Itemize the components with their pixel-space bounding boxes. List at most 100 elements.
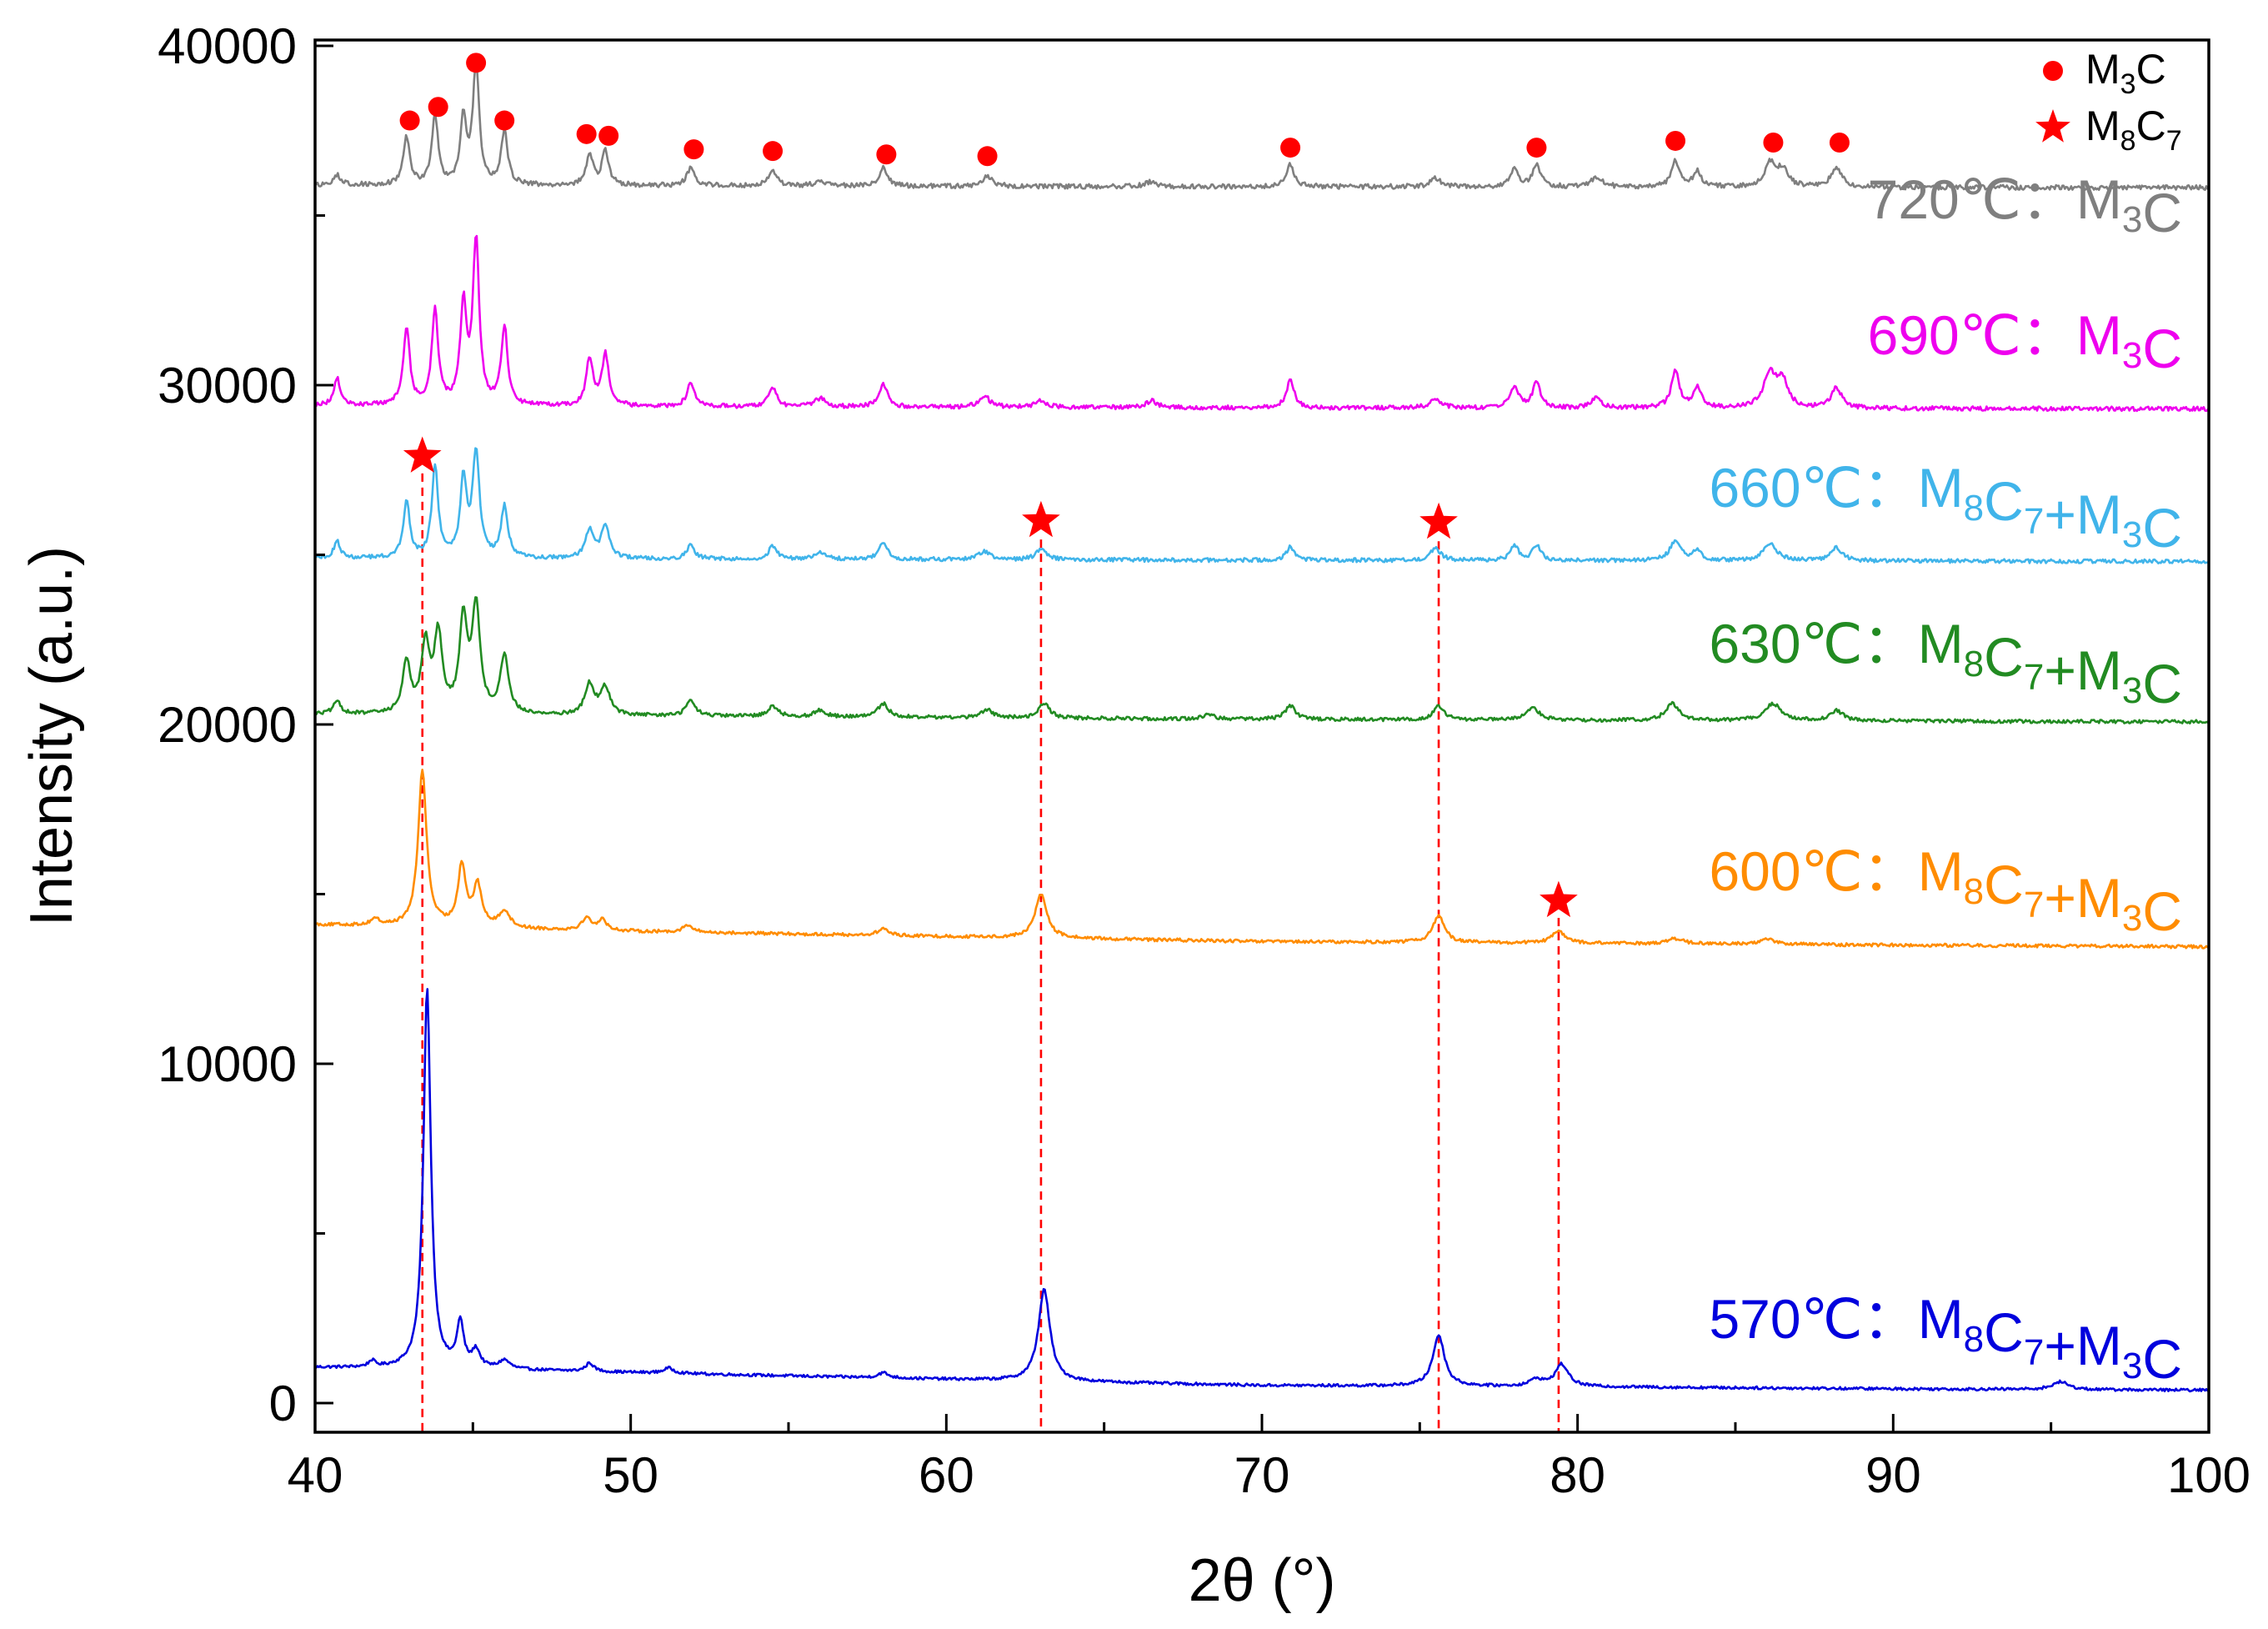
series-label-660℃: 660℃：M8C7+M3C [1709,457,2182,559]
m8c7-star-marker [1419,502,1458,539]
series-line-720℃ [313,62,2210,191]
series-label-600℃: 600℃：M8C7+M3C [1709,840,2182,942]
axes: 40 50 60 70 80 90 100 0 10000 20000 30000 40000 [158,18,2250,1503]
subscript: 7 [2024,657,2044,698]
legend-label-sub2: 7 [2166,125,2182,157]
subscript: 3 [2122,670,2142,711]
label-text: C [2142,653,2182,714]
m8c7-star-marker [1540,880,1578,918]
m3c-circle-marker [1665,130,1686,151]
series-label-temp: 720℃： [1868,168,2076,230]
m3c-circle-marker [1526,138,1547,158]
series-line-630℃ [314,596,2210,724]
series-label-690℃: 690℃：M3C [1868,304,2182,379]
series-label-temp: 570℃： [1709,1288,1917,1350]
m3c-circle-marker [1763,132,1784,153]
legend-label-main: M [2085,46,2120,93]
x-axis-title: 2θ (°) [1189,1547,1336,1614]
series-label-temp: 600℃： [1709,840,1917,902]
m3c-circle-marker [428,97,448,118]
subscript: 8 [1964,644,1984,684]
y-tick-label: 0 [269,1376,297,1431]
m8c7-star-marker [1022,500,1060,538]
subscript: 3 [2122,199,2142,240]
series-label-temp: 690℃： [1868,304,2076,366]
label-text: M [1918,613,1964,674]
label-text: C [1984,1301,2024,1363]
m3c-circle-marker [399,110,420,131]
label-text: C [2142,497,2182,559]
label-text: M [2076,304,2122,366]
series-line-600℃ [313,769,2210,950]
y-axis-title: Intensity (a.u.) [18,546,85,926]
series-label-630℃: 630℃：M8C7+M3C [1709,613,2182,714]
label-text: C [2142,880,2182,942]
legend-circle-marker [2043,61,2063,81]
m3c-circle-marker [576,123,597,144]
x-tick-label: 70 [1234,1447,1290,1503]
legend-label-main: M [2085,103,2120,149]
label-text: C [2142,1328,2182,1390]
label-text: +M [2044,639,2122,701]
series-label-temp: 660℃： [1709,457,1917,519]
label-text: +M [2044,484,2122,545]
label-text: M [2076,168,2122,230]
series-line-690℃ [313,234,2210,413]
label-text: C [1984,626,2024,688]
x-tick-label: 80 [1550,1447,1605,1503]
label-text: C [1984,854,2024,915]
m3c-circle-marker [1829,132,1850,153]
legend-label: M8C7 [2085,103,2182,157]
label-text: +M [2044,1315,2122,1376]
y-tick-label: 40000 [158,18,297,74]
x-tick-label: 60 [919,1447,974,1503]
legend-label-tail: C [2136,103,2166,149]
m8c7-star-marker [403,436,442,473]
m3c-circle-marker [683,139,704,160]
subscript: 8 [1964,1319,1984,1360]
subscript: 7 [2024,885,2044,925]
subscript: 3 [2122,898,2142,939]
m3c-circle-marker [977,146,998,167]
legend-star-marker [2035,109,2070,143]
y-tick-label: 20000 [158,697,297,753]
label-text: C [1984,470,2024,532]
series-lines [313,62,2210,1393]
phase-markers [399,53,1850,918]
label-text: M [1918,1288,1964,1350]
label-text: +M [2044,867,2122,929]
m3c-circle-marker [598,125,619,146]
reference-dashed-lines [421,473,1560,1432]
subscript: 3 [2122,1346,2142,1386]
subscript: 3 [2122,514,2142,555]
subscript: 8 [1964,871,1984,912]
legend-label: M3C [2085,46,2166,100]
series-line-660℃ [314,447,2210,564]
legend-label-tail: C [2136,46,2166,93]
series-label-temp: 630℃： [1709,613,1917,674]
x-tick-label: 90 [1865,1447,1921,1503]
legend-label-sub: 8 [2120,125,2136,157]
plot-frame [313,38,2210,1434]
label-text: M [1918,457,1964,519]
series-labels: 570℃：M8C7+M3C600℃：M8C7+M3C630℃：M8C7+M3C6… [1709,168,2182,1390]
x-tick-label: 40 [288,1447,343,1503]
x-tick-label: 100 [2167,1447,2250,1503]
label-text: C [2142,182,2182,243]
legend-label-sub: 3 [2120,68,2136,100]
m3c-circle-marker [1280,138,1301,158]
m3c-circle-marker [763,141,784,162]
y-tick-label: 30000 [158,358,297,414]
series-line-570℃ [314,988,2210,1393]
label-text: C [2142,318,2182,379]
y-tick-label: 10000 [158,1036,297,1092]
x-tick-label: 50 [603,1447,658,1503]
subscript: 3 [2122,335,2142,376]
m3c-circle-marker [876,144,897,165]
m3c-circle-marker [466,53,487,73]
subscript: 8 [1964,488,1984,529]
m3c-circle-marker [494,110,515,131]
